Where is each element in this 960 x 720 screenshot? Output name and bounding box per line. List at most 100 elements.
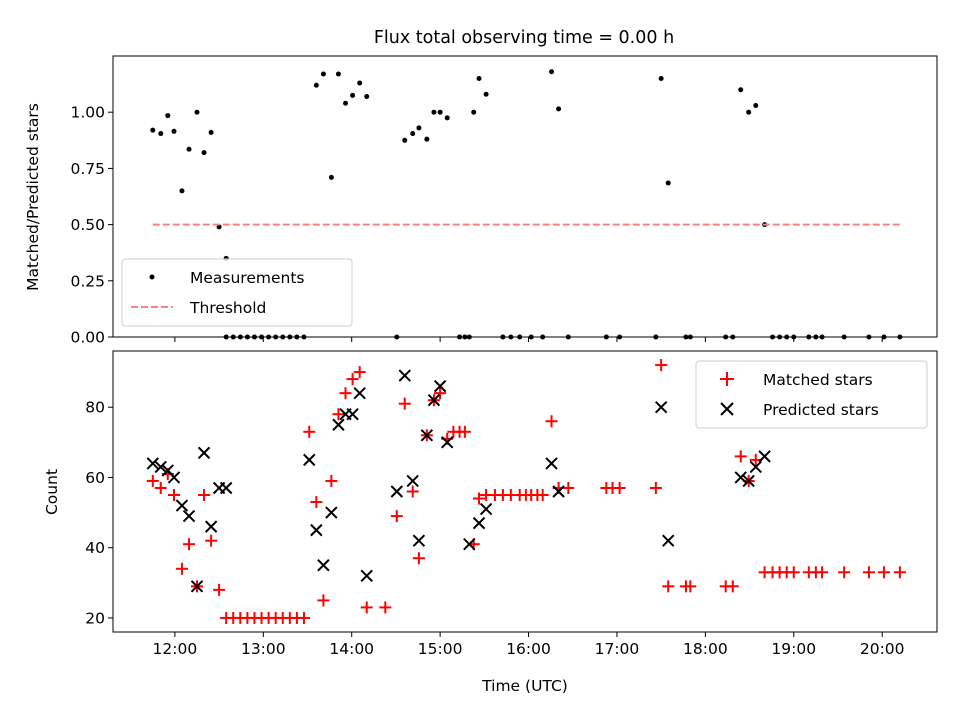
y-tick-label: 1.00	[70, 104, 105, 122]
count-marks	[146, 359, 906, 624]
legend-box	[121, 258, 353, 327]
legend-plus-marker	[720, 372, 734, 386]
measurement-point	[194, 109, 200, 115]
measurement-point	[179, 188, 185, 194]
bottom-plot-frame	[112, 350, 938, 633]
matched-star-point	[339, 387, 352, 400]
matched-star-point	[877, 566, 890, 579]
matched-star-point	[360, 601, 373, 614]
measurement-point	[471, 109, 477, 115]
legend-box	[695, 360, 928, 429]
matched-star-point	[684, 580, 697, 593]
measurement-point	[150, 127, 156, 133]
matched-star-point	[175, 562, 188, 575]
measurements-panel: Flux total observing time = 0.00 h Match…	[24, 28, 938, 347]
x-tick-label: 15:00	[418, 640, 463, 658]
predicted-star-point	[332, 418, 345, 431]
measurement-point	[410, 131, 416, 137]
x-axis-label-time: Time (UTC)	[481, 677, 568, 695]
matched-star-point	[862, 566, 875, 579]
matched-star-point	[398, 397, 411, 410]
predicted-star-point	[325, 506, 338, 519]
measurement-point	[165, 113, 171, 119]
matched-star-point	[346, 373, 359, 386]
y-tick-label: 80	[85, 399, 105, 417]
matched-star-point	[536, 489, 549, 502]
legend-label-measurements: Measurements	[190, 269, 305, 287]
matched-star-point	[893, 566, 906, 579]
y-tick-label: 40	[85, 539, 105, 557]
matched-star-point	[303, 425, 316, 438]
top-plot-frame	[112, 55, 938, 338]
predicted-star-point	[346, 408, 359, 421]
predicted-star-point	[167, 471, 181, 484]
matched-star-point	[662, 580, 675, 593]
y-tick-label: 60	[85, 469, 105, 487]
matched-star-point	[473, 492, 486, 505]
measurement-point	[556, 106, 562, 112]
measurement-point	[357, 80, 363, 86]
y-axis-label-ratio: Matched/Predicted stars	[24, 103, 42, 291]
matched-star-point	[205, 534, 218, 547]
matched-star-point	[332, 408, 345, 421]
x-tick-label: 19:00	[771, 640, 816, 658]
matched-star-point	[726, 580, 739, 593]
predicted-star-point	[742, 474, 755, 488]
predicted-star-point	[406, 474, 419, 488]
predicted-star-point	[310, 523, 323, 537]
x-tick-label: 20:00	[860, 640, 905, 658]
y-tick-label: 0.75	[70, 160, 105, 178]
predicted-star-point	[463, 537, 476, 551]
predicted-star-point	[360, 569, 373, 583]
matched-star-point	[213, 583, 226, 596]
measurement-point	[658, 75, 664, 81]
measurement-point	[424, 136, 430, 142]
y-tick-label: 0.50	[70, 216, 105, 234]
measurement-point	[665, 180, 671, 186]
legend-label-predicted-stars: Predicted stars	[763, 401, 879, 419]
predicted-star-point	[758, 450, 771, 463]
measurement-point	[444, 115, 450, 121]
measurement-point	[343, 100, 349, 106]
measurement-point	[431, 109, 437, 115]
matched-star-point	[838, 566, 851, 579]
matched-star-point	[406, 485, 419, 498]
measurement-point	[320, 71, 326, 77]
matched-star-point	[325, 474, 338, 487]
predicted-star-point	[433, 379, 447, 393]
predicted-star-point	[197, 446, 211, 460]
counts-legend: Matched stars Predicted stars	[695, 360, 928, 429]
matched-star-point	[154, 481, 167, 494]
bottom-y-ticks: 20 40 60 80	[85, 399, 113, 627]
predicted-star-point	[398, 369, 411, 382]
legend-label-matched-stars: Matched stars	[763, 371, 873, 389]
measurement-point	[201, 150, 207, 156]
measurement-point	[746, 109, 752, 115]
measurement-point	[208, 129, 214, 135]
measurement-point	[158, 131, 164, 137]
matched-star-point	[168, 489, 181, 502]
measurement-point	[313, 82, 319, 88]
matched-star-point	[613, 481, 626, 494]
matched-star-point	[310, 496, 323, 509]
x-tick-label: 14:00	[329, 640, 374, 658]
measurement-point	[328, 174, 334, 180]
matched-star-point	[146, 474, 159, 487]
y-tick-label: 0.00	[70, 329, 105, 347]
y-tick-label: 20	[85, 609, 105, 627]
x-tick-label: 18:00	[683, 640, 728, 658]
matched-star-point	[183, 538, 196, 551]
matched-star-point	[655, 359, 668, 372]
matched-star-point	[816, 566, 829, 579]
measurement-point	[402, 137, 408, 143]
x-tick-label: 13:00	[241, 640, 286, 658]
legend-x-marker	[720, 402, 734, 416]
predicted-star-point	[175, 499, 189, 512]
predicted-star-point	[552, 485, 565, 498]
predicted-star-point	[219, 481, 233, 495]
measurement-point	[753, 102, 759, 108]
measurement-point	[416, 125, 422, 131]
matched-star-point	[434, 387, 447, 400]
